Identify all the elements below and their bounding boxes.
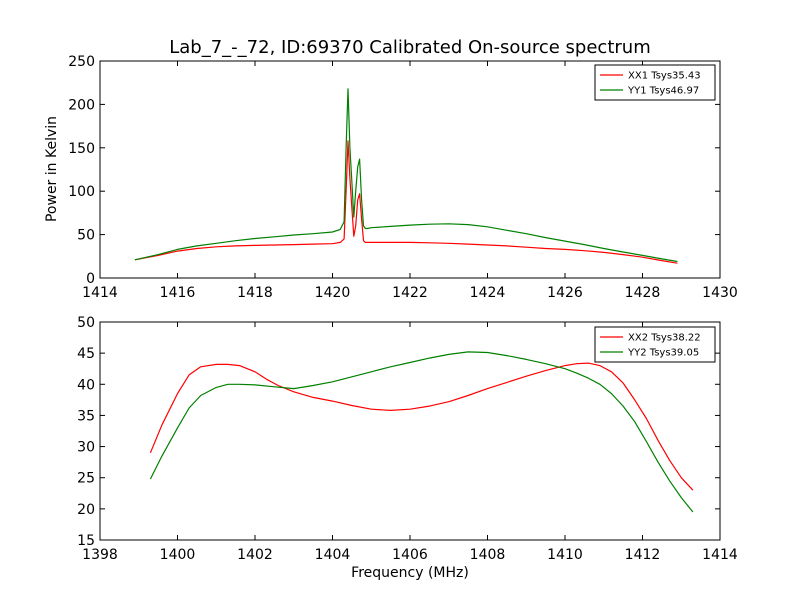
y-tick-label: 200 (68, 97, 95, 113)
x-tick-label: 1418 (237, 285, 273, 301)
x-tick-label: 1424 (470, 285, 506, 301)
x-tick-label: 1426 (547, 285, 583, 301)
x-tick-label: 1414 (82, 285, 118, 301)
y-tick-label: 20 (77, 502, 95, 518)
y-tick-label: 50 (77, 315, 95, 331)
y-tick-label: 45 (77, 346, 95, 362)
legend-label: XX1 Tsys35.43 (628, 71, 701, 82)
legend-box (594, 64, 716, 101)
y-tick-label: 15 (77, 533, 95, 549)
y-tick-label: 30 (77, 440, 95, 456)
x-tick-label: 1430 (702, 285, 738, 301)
x-tick-label: 1406 (392, 547, 428, 563)
x-tick-label: 1398 (82, 547, 118, 563)
series-line-1 (134, 140, 678, 264)
x-tick-label: 1402 (237, 547, 273, 563)
y-tick-label: 25 (77, 471, 95, 487)
x-tick-label: 1428 (625, 285, 661, 301)
legend-label: YY1 Tsys46.97 (627, 86, 699, 97)
y-tick-label: 100 (68, 184, 95, 200)
series-line-2 (134, 88, 678, 263)
plot-panel-2: 1398 1400 1402 1404 1406 1408 1410 1412 1414 15 20… (77, 315, 738, 563)
x-tick-label: 1414 (702, 547, 738, 563)
chart-title: Lab_7_-_72, ID:69370 Calibrated On-sourc… (169, 37, 650, 58)
series-line-1 (149, 362, 694, 491)
y-tick-label: 0 (86, 271, 95, 287)
legend-label: YY2 Tsys39.05 (627, 348, 699, 359)
series-line-2 (149, 351, 694, 513)
plot-panel-1: 1414 1416 1418 1420 1422 1424 1426 1428 1430 0 50 1… (68, 54, 738, 301)
x-tick-label: 1408 (470, 547, 506, 563)
x-tick-label: 1404 (315, 547, 351, 563)
x-tick-label: 1400 (160, 547, 196, 563)
x-tick-label: 1416 (160, 285, 196, 301)
y-tick-label: 150 (68, 141, 95, 157)
x-tick-label: 1410 (547, 547, 583, 563)
y-tick-label: 40 (77, 377, 95, 393)
y-tick-label: 250 (68, 54, 95, 70)
y-tick-label: 50 (77, 228, 95, 244)
y-axis-label: Power in Kelvin (44, 116, 60, 222)
x-tick-label: 1412 (625, 547, 661, 563)
x-axis-label: Frequency (MHz) (351, 565, 469, 581)
legend-box (594, 326, 716, 363)
y-tick-label: 35 (77, 408, 95, 424)
legend-label: XX2 Tsys38.22 (628, 333, 701, 344)
x-tick-label: 1422 (392, 285, 428, 301)
x-tick-label: 1420 (315, 285, 351, 301)
